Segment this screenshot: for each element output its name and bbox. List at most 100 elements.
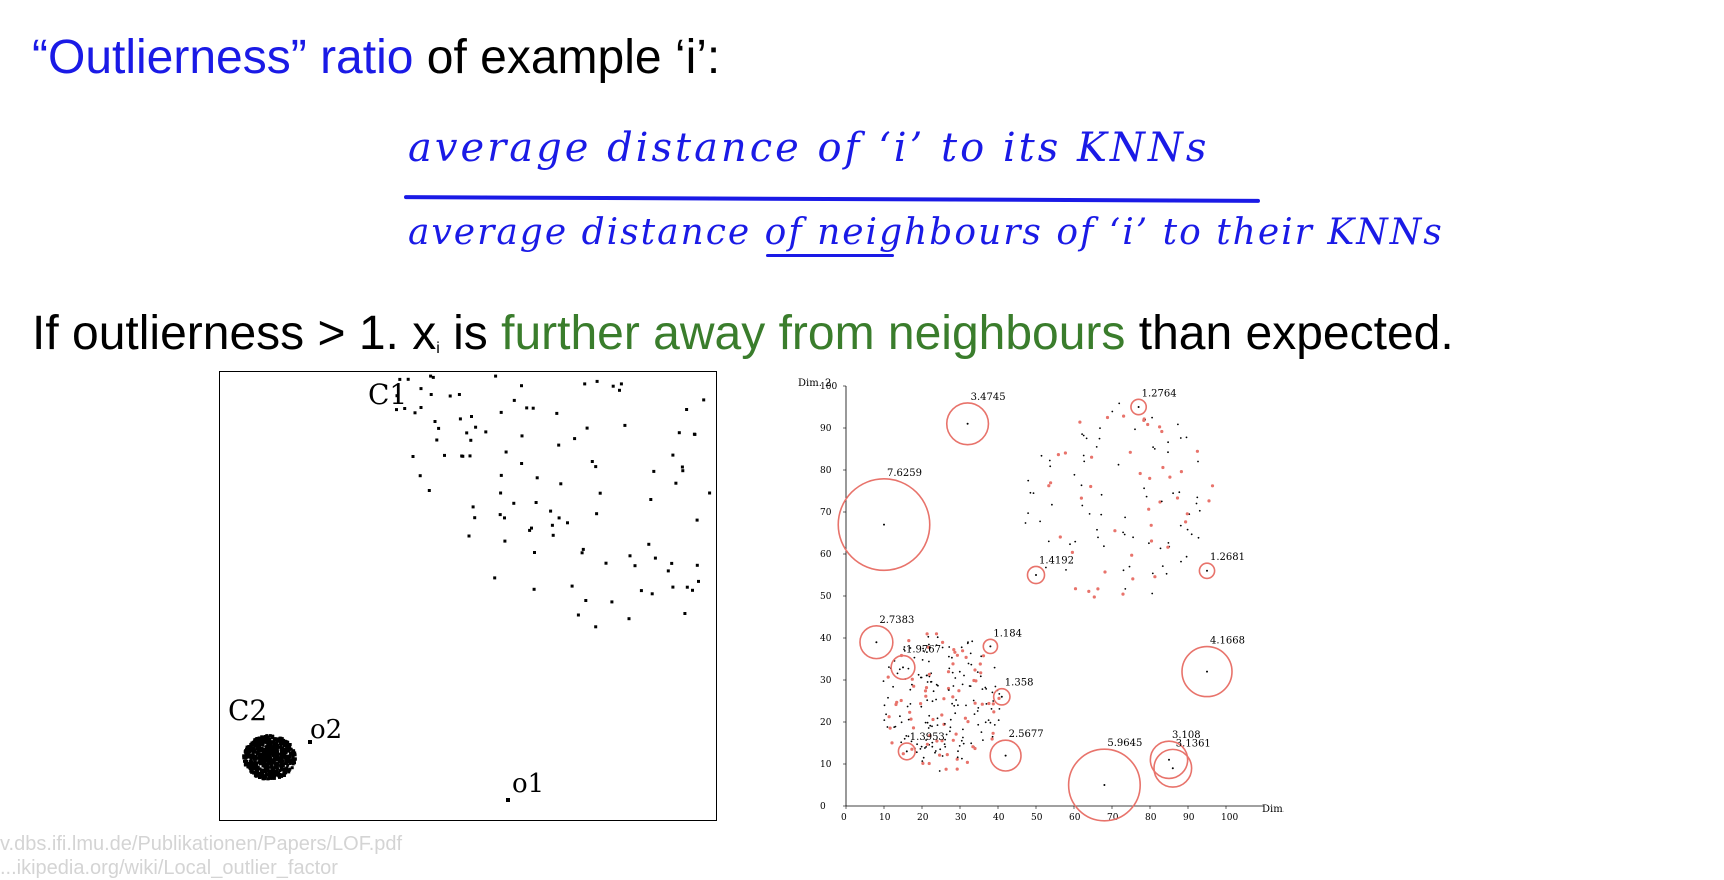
density-clusters-svg: C1 C2 o2 o1 <box>228 374 712 802</box>
lof-point <box>960 646 963 649</box>
c2-point <box>271 747 275 751</box>
lof-score-label: 1.2681 <box>1210 552 1245 563</box>
reference-link-2[interactable]: ...ikipedia.org/wiki/Local_outlier_facto… <box>0 857 338 879</box>
c2-point <box>276 773 280 777</box>
c2-point <box>281 739 285 742</box>
lof-point <box>989 721 992 724</box>
label-c2: C2 <box>228 694 267 727</box>
lof-point <box>966 720 970 724</box>
c2-point <box>260 735 264 739</box>
c2-point <box>265 745 269 749</box>
lof-point <box>1111 410 1114 413</box>
c2-point <box>268 737 272 741</box>
references: v.dbs.ifi.lmu.de/Publikationen/Papers/LO… <box>0 832 402 880</box>
c2-point <box>268 770 272 774</box>
lof-point <box>997 719 1000 721</box>
c2-point <box>266 735 269 739</box>
lof-point <box>944 767 948 771</box>
lof-point <box>892 685 894 688</box>
c2-point <box>265 756 269 760</box>
c2-point <box>249 758 253 762</box>
lof-point <box>1132 536 1134 539</box>
c1-point <box>639 589 643 593</box>
lof-point <box>944 745 947 748</box>
c2-point <box>278 745 282 749</box>
lof-score-point <box>1206 569 1208 572</box>
lof-point <box>981 688 984 690</box>
c2-point <box>277 771 281 775</box>
lof-score-point <box>875 641 878 644</box>
lof-point <box>1118 402 1121 405</box>
c2-point <box>270 751 274 755</box>
c2-point <box>257 748 261 752</box>
c1-point <box>499 410 503 414</box>
lof-point <box>1095 446 1098 448</box>
lof-point <box>888 726 892 730</box>
lof-score-circle <box>890 654 916 681</box>
cluster-c2-points <box>242 734 297 781</box>
lof-point <box>907 639 911 643</box>
lof-score-label: 3.108 <box>1172 730 1201 741</box>
lof-point <box>1096 587 1100 591</box>
c1-point <box>680 465 684 469</box>
c1-point <box>623 423 627 427</box>
c2-point <box>262 751 266 755</box>
c2-point <box>250 755 254 759</box>
x-tick-label: 10 <box>879 813 891 823</box>
lof-point <box>887 696 889 699</box>
lof-point <box>955 757 959 761</box>
lof-point <box>911 726 916 730</box>
c1-point <box>470 415 473 418</box>
reference-link-1[interactable]: v.dbs.ifi.lmu.de/Publikationen/Papers/LO… <box>0 833 403 855</box>
c1-point <box>520 462 524 465</box>
lof-point <box>1138 471 1142 476</box>
y-tick-label: 60 <box>820 550 832 560</box>
lof-point <box>966 642 969 645</box>
lof-point <box>1082 454 1085 457</box>
lof-point <box>954 712 957 715</box>
lof-point <box>938 770 941 772</box>
lof-point <box>1190 533 1193 536</box>
lof-score-circle <box>992 687 1011 706</box>
y-axis-title: Dim. 2 <box>798 378 831 389</box>
lof-point <box>1073 587 1078 591</box>
lof-point <box>935 644 938 646</box>
c2-point <box>283 752 287 756</box>
lof-point <box>1175 496 1180 500</box>
lof-point <box>965 760 969 764</box>
lof-point <box>928 714 931 717</box>
c2-point <box>270 765 274 769</box>
lof-point <box>927 672 931 676</box>
lof-point <box>973 713 976 715</box>
c2-point <box>269 742 273 746</box>
c2-point <box>271 770 275 774</box>
lof-point <box>931 745 934 748</box>
c2-point <box>277 756 281 760</box>
lof-point <box>951 671 954 674</box>
c2-point <box>291 757 295 761</box>
c2-point <box>261 761 265 765</box>
outlierness-ratio-term: “Outlierness” ratio <box>32 31 414 84</box>
lof-point <box>1178 491 1181 494</box>
lof-score-label: 1.184 <box>993 628 1022 639</box>
lof-point <box>935 683 938 686</box>
lof-point <box>979 671 983 675</box>
lof-point <box>917 673 920 676</box>
lof-point <box>981 654 986 658</box>
lof-point <box>903 646 906 648</box>
c2-point <box>269 773 273 777</box>
lof-score-label: 1.4192 <box>1039 555 1074 566</box>
x-tick-label: 100 <box>1221 813 1238 823</box>
c2-point <box>286 768 290 772</box>
lof-point <box>948 646 951 648</box>
c1-point <box>611 384 615 388</box>
lof-point <box>1168 475 1172 479</box>
cluster-c1-points <box>395 374 712 629</box>
lof-point <box>979 675 982 678</box>
c2-point <box>246 751 250 755</box>
lof-point <box>1158 500 1162 504</box>
c2-point <box>263 748 267 752</box>
lof-point <box>1123 533 1126 536</box>
lof-point <box>1198 509 1201 512</box>
c2-point <box>254 773 258 777</box>
